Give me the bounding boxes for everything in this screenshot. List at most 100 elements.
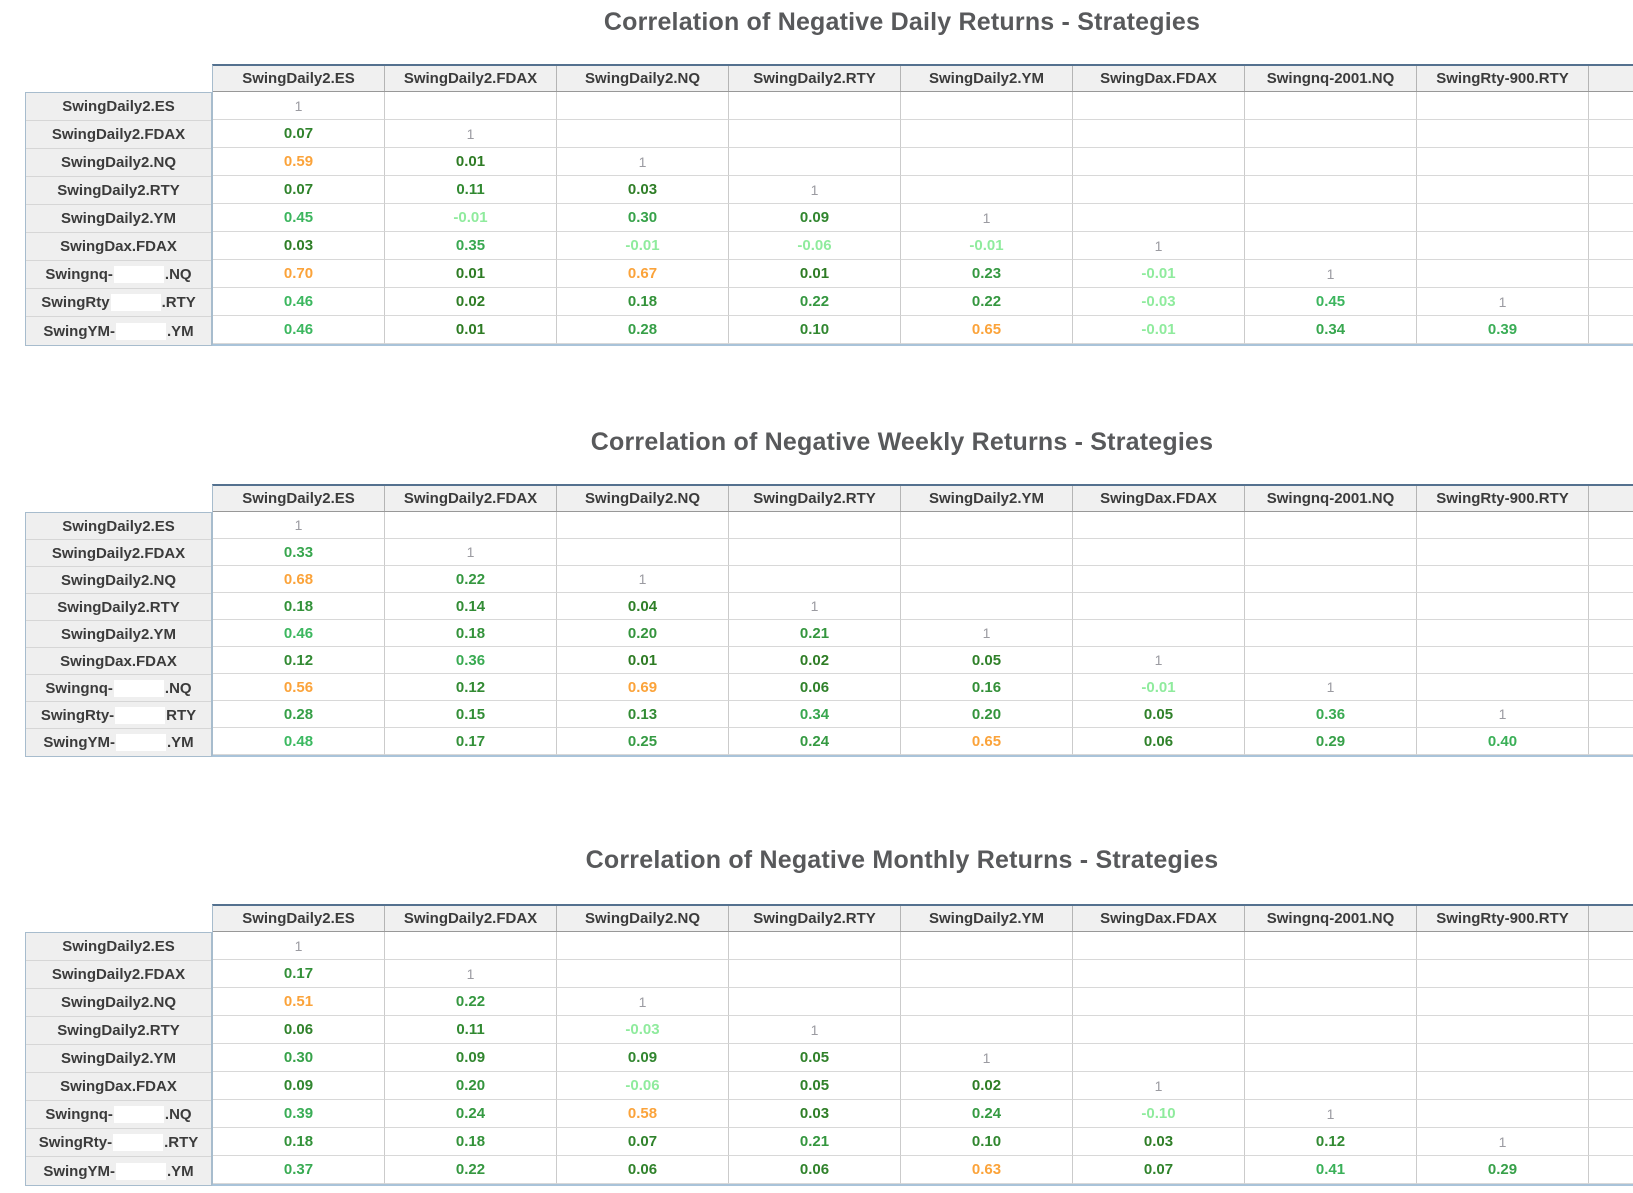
empty-cell (1589, 932, 1633, 960)
row-label-text: SwingDaily2.FDAX (51, 126, 186, 143)
correlation-cell: 0.17 (385, 728, 557, 755)
empty-cell (1245, 620, 1417, 647)
correlation-grid: SwingDaily2.ES SwingDaily2.FDAX SwingDaily… (212, 64, 1633, 346)
correlation-cell: 0.28 (557, 316, 729, 344)
table-row: 0.07 1 (213, 120, 1633, 148)
row-label-text: SwingYM- (43, 322, 115, 340)
header-row: SwingDaily2.ES SwingDaily2.FDAX SwingDaily… (213, 66, 1633, 92)
column-header: SwingDaily2.FDAX (385, 66, 557, 91)
row-label: SwingYM- .YM (26, 1157, 211, 1185)
correlation-cell: 0.30 (557, 204, 729, 232)
row-label: SwingYM- .YM (26, 317, 211, 345)
diagonal-cell: 1 (385, 539, 557, 566)
correlation-cell: 0.18 (385, 620, 557, 647)
correlation-grid: SwingDaily2.ES SwingDaily2.FDAX SwingDaily… (212, 904, 1633, 1186)
empty-cell (1589, 960, 1633, 988)
empty-cell (557, 120, 729, 148)
correlation-cell: 0.65 (901, 728, 1073, 755)
row-label-text: SwingDaily2.FDAX (51, 966, 186, 983)
correlation-cell: 0.10 (901, 1128, 1073, 1156)
row-label: SwingDaily2.FDAX (26, 961, 211, 989)
chart-title: Correlation of Negative Weekly Returns -… (590, 428, 1214, 456)
column-header: SwingDaily2.YM (901, 906, 1073, 931)
empty-cell (1417, 620, 1589, 647)
empty-cell (1589, 701, 1633, 728)
row-label-text: SwingRty- (38, 1134, 113, 1151)
column-header: SwingRty-900.RTY (1417, 66, 1589, 91)
row-label: SwingRty- .RTY (26, 1129, 211, 1157)
table-row: 0.56 0.12 0.69 0.06 0.16 -0.01 1 (213, 674, 1633, 701)
empty-cell (901, 176, 1073, 204)
empty-cell (557, 960, 729, 988)
empty-cell (1589, 647, 1633, 674)
row-label: SwingDaily2.YM (26, 621, 211, 648)
row-label-text: SwingDax.FDAX (60, 1078, 177, 1095)
table-row: 0.12 0.36 0.01 0.02 0.05 1 (213, 647, 1633, 674)
table-row: 0.18 0.14 0.04 1 (213, 593, 1633, 620)
correlation-cell: 0.59 (213, 148, 385, 176)
empty-cell (1245, 92, 1417, 120)
row-label: SwingDax.FDAX (26, 233, 211, 261)
correlation-cell: 0.56 (213, 674, 385, 701)
empty-cell (1073, 539, 1245, 566)
row-label-text: SwingDaily2.ES (62, 938, 175, 955)
empty-cell (1417, 960, 1589, 988)
empty-cell (1073, 566, 1245, 593)
correlation-cell: 0.24 (901, 1100, 1073, 1128)
empty-cell (385, 512, 557, 539)
correlation-cell: 0.35 (385, 232, 557, 260)
row-label-text: SwingRty- (40, 706, 115, 724)
empty-cell (385, 932, 557, 960)
table-row: 0.06 0.11 -0.03 1 (213, 1016, 1633, 1044)
diagonal-cell: 1 (729, 1016, 901, 1044)
column-header: SwingDaily2.RTY (729, 66, 901, 91)
column-header: SwingDaily2.FDAX (385, 906, 557, 931)
correlation-cell: 0.03 (213, 232, 385, 260)
row-label-text: SwingDaily2.NQ (60, 994, 177, 1011)
row-label-suffix: .NQ (164, 1106, 192, 1123)
correlation-cell: 0.04 (557, 593, 729, 620)
correlation-cell: 0.06 (1073, 728, 1245, 755)
empty-cell (1589, 260, 1633, 288)
row-label-suffix: .YM (167, 1162, 194, 1180)
empty-cell (901, 1016, 1073, 1044)
row-label: SwingDaily2.NQ (26, 989, 211, 1017)
row-label-suffix: .NQ (164, 679, 192, 697)
correlation-cell: 0.05 (729, 1072, 901, 1100)
row-label: Swingnq- .NQ (26, 1101, 211, 1129)
empty-cell (1589, 120, 1633, 148)
correlation-cell: 0.18 (557, 288, 729, 316)
column-header: SwingRty-900.RTY (1417, 906, 1589, 931)
diagonal-cell: 1 (385, 960, 557, 988)
empty-cell (1417, 988, 1589, 1016)
column-header: Swingnq-2001.NQ (1245, 906, 1417, 931)
correlation-cell: -0.10 (1073, 1100, 1245, 1128)
empty-cell (1245, 512, 1417, 539)
empty-cell (729, 932, 901, 960)
correlation-cell: 0.01 (729, 260, 901, 288)
empty-cell (1417, 539, 1589, 566)
correlation-cell: -0.01 (1073, 674, 1245, 701)
row-label-text: SwingDaily2.NQ (60, 571, 177, 589)
empty-cell (1589, 232, 1633, 260)
column-header: Swingnq-2001.NQ (1245, 486, 1417, 511)
redaction-box (113, 679, 164, 697)
column-header: SwingDaily2.YM (901, 66, 1073, 91)
empty-cell (729, 960, 901, 988)
empty-cell (1589, 566, 1633, 593)
correlation-cell: 0.48 (213, 728, 385, 755)
empty-cell (901, 539, 1073, 566)
empty-cell (1589, 316, 1633, 344)
correlation-cell: 0.23 (901, 260, 1073, 288)
empty-cell (901, 120, 1073, 148)
diagonal-cell: 1 (901, 620, 1073, 647)
row-label-text: Swingnq- (45, 679, 113, 697)
diagonal-cell: 1 (213, 512, 385, 539)
empty-cell (1589, 204, 1633, 232)
column-header: SwingRty-900.RTY (1417, 486, 1589, 511)
column-header: Swingnq-2001.NQ (1245, 66, 1417, 91)
column-header: SwingDaily2.ES (213, 66, 385, 91)
table-row: 1 (213, 512, 1633, 539)
empty-cell (1589, 176, 1633, 204)
correlation-cell: 0.25 (557, 728, 729, 755)
